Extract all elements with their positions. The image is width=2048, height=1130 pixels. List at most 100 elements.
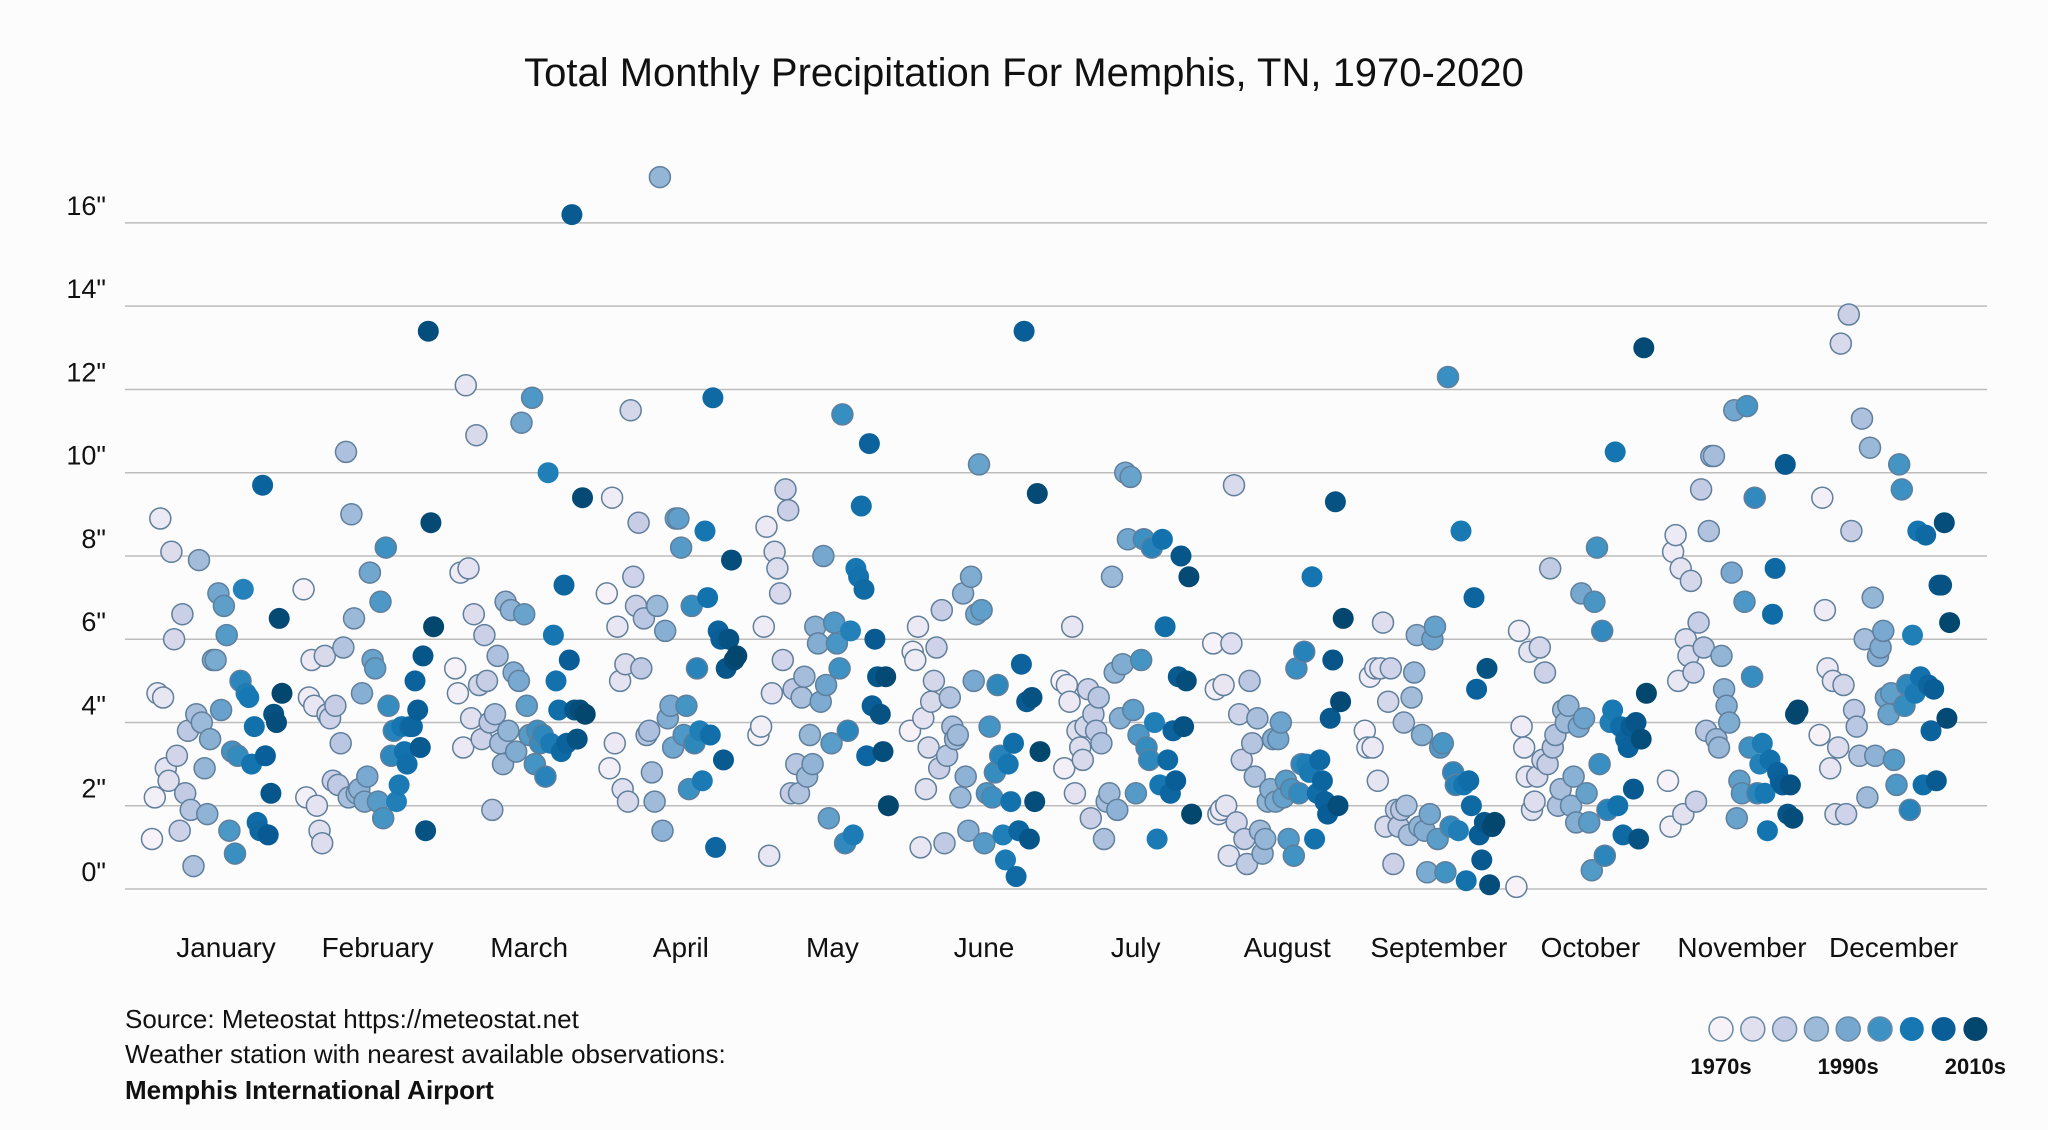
data-point: [329, 732, 352, 755]
data-point: [760, 682, 784, 705]
data-point: [630, 657, 653, 680]
data-point: [1523, 790, 1546, 813]
data-point: [1087, 686, 1110, 709]
data-point: [651, 819, 674, 842]
data-point: [1850, 407, 1874, 430]
data-point: [774, 478, 797, 501]
data-point: [1418, 802, 1442, 826]
month-label: January: [176, 932, 276, 963]
data-point: [973, 831, 996, 855]
data-point: [721, 549, 742, 571]
data-point: [160, 540, 183, 564]
data-point: [1146, 828, 1168, 850]
y-tick-label: 0": [81, 857, 106, 887]
data-point: [1743, 486, 1766, 509]
data-point: [1157, 749, 1179, 771]
data-point: [243, 716, 265, 738]
data-point: [1212, 673, 1235, 697]
data-point: [1379, 657, 1403, 680]
data-point: [149, 507, 172, 530]
data-point: [566, 728, 588, 750]
data-point: [212, 594, 236, 618]
data-point: [561, 204, 583, 226]
data-point: [1460, 795, 1482, 817]
data-point: [232, 578, 254, 600]
data-point: [486, 644, 509, 668]
data-point: [978, 715, 1001, 738]
data-point: [1079, 806, 1103, 830]
data-point: [1246, 707, 1269, 730]
data-point: [1682, 661, 1705, 684]
data-point: [995, 849, 1016, 871]
data-point: [572, 487, 593, 509]
data-point: [954, 765, 977, 788]
data-point: [1100, 565, 1124, 589]
data-point: [1090, 732, 1113, 755]
data-point: [853, 578, 875, 600]
data-point: [358, 561, 382, 584]
data-point: [980, 786, 1004, 809]
data-point: [510, 411, 533, 434]
data-point: [959, 565, 983, 589]
data-point: [1580, 859, 1604, 882]
data-point: [334, 440, 358, 464]
data-point: [350, 682, 374, 705]
data-point: [836, 719, 860, 743]
data-point: [1533, 661, 1557, 684]
data-point: [520, 386, 544, 410]
data-point: [1834, 802, 1858, 826]
data-point: [483, 702, 507, 726]
data-point: [1436, 365, 1460, 389]
data-point: [957, 819, 980, 842]
chart-title: Total Monthly Precipitation For Memphis,…: [524, 51, 1524, 95]
data-point: [640, 761, 664, 784]
gridlines: [125, 222, 1987, 890]
data-point: [451, 736, 475, 759]
data-point: [904, 648, 927, 672]
data-point: [1872, 619, 1895, 643]
data-point: [906, 615, 930, 638]
data-point: [548, 699, 570, 721]
data-point: [168, 819, 191, 842]
data-point: [645, 594, 669, 618]
data-point: [877, 795, 899, 817]
data-point: [1466, 678, 1488, 700]
data-point: [465, 423, 488, 447]
data-point: [946, 723, 970, 747]
data-point: [1175, 670, 1197, 692]
data-point: [1447, 820, 1469, 842]
month-label: April: [653, 932, 709, 963]
legend-swatch: [1835, 1016, 1861, 1042]
data-point: [1633, 337, 1655, 359]
month-label: December: [1829, 932, 1958, 963]
data-point: [497, 719, 520, 743]
data-point: [1119, 465, 1142, 489]
data-point: [1684, 790, 1708, 813]
data-point: [1687, 611, 1710, 634]
data-point: [917, 736, 940, 759]
data-point: [1885, 773, 1908, 797]
data-point: [840, 620, 861, 642]
data-point: [1092, 827, 1116, 851]
station-note: Weather station with nearest available o…: [125, 1039, 726, 1069]
data-point: [1287, 782, 1311, 805]
y-tick-label: 10": [66, 441, 106, 471]
data-point: [919, 690, 943, 713]
data-point: [404, 670, 426, 692]
data-point: [481, 798, 504, 822]
data-point: [1505, 875, 1528, 899]
data-point: [1510, 715, 1533, 738]
data-point: [1593, 844, 1617, 867]
data-point: [1782, 807, 1804, 829]
data-point: [1423, 615, 1447, 638]
data-point: [1434, 861, 1457, 884]
data-point: [1630, 728, 1652, 750]
legend-swatch: [1931, 1017, 1956, 1041]
data-point: [1583, 590, 1606, 614]
data-point: [1664, 523, 1687, 547]
data-point: [909, 836, 932, 859]
data-point: [986, 673, 1009, 697]
data-point: [766, 557, 789, 580]
y-tick-label: 4": [81, 690, 106, 720]
data-point: [1029, 741, 1051, 763]
